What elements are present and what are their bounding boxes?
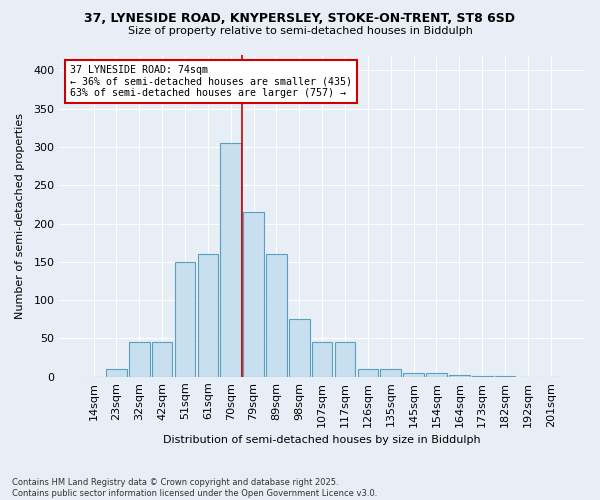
Text: Contains HM Land Registry data © Crown copyright and database right 2025.
Contai: Contains HM Land Registry data © Crown c… [12,478,377,498]
Text: 37, LYNESIDE ROAD, KNYPERSLEY, STOKE-ON-TRENT, ST8 6SD: 37, LYNESIDE ROAD, KNYPERSLEY, STOKE-ON-… [85,12,515,26]
Bar [289,320,310,377]
X-axis label: Distribution of semi-detached houses by size in Biddulph: Distribution of semi-detached houses by … [163,435,481,445]
Bar [403,373,424,377]
Bar [335,342,355,377]
Bar [106,369,127,377]
Bar [129,342,149,377]
Bar [472,376,493,377]
Bar [175,262,195,377]
Bar [358,369,378,377]
Bar [449,376,470,377]
Bar [312,342,332,377]
Bar [243,212,264,377]
Bar [426,373,447,377]
Bar [380,369,401,377]
Bar [220,143,241,377]
Text: 37 LYNESIDE ROAD: 74sqm
← 36% of semi-detached houses are smaller (435)
63% of s: 37 LYNESIDE ROAD: 74sqm ← 36% of semi-de… [70,64,352,98]
Bar [197,254,218,377]
Bar [152,342,172,377]
Bar [266,254,287,377]
Bar [495,376,515,377]
Y-axis label: Number of semi-detached properties: Number of semi-detached properties [15,113,25,319]
Text: Size of property relative to semi-detached houses in Biddulph: Size of property relative to semi-detach… [128,26,472,36]
